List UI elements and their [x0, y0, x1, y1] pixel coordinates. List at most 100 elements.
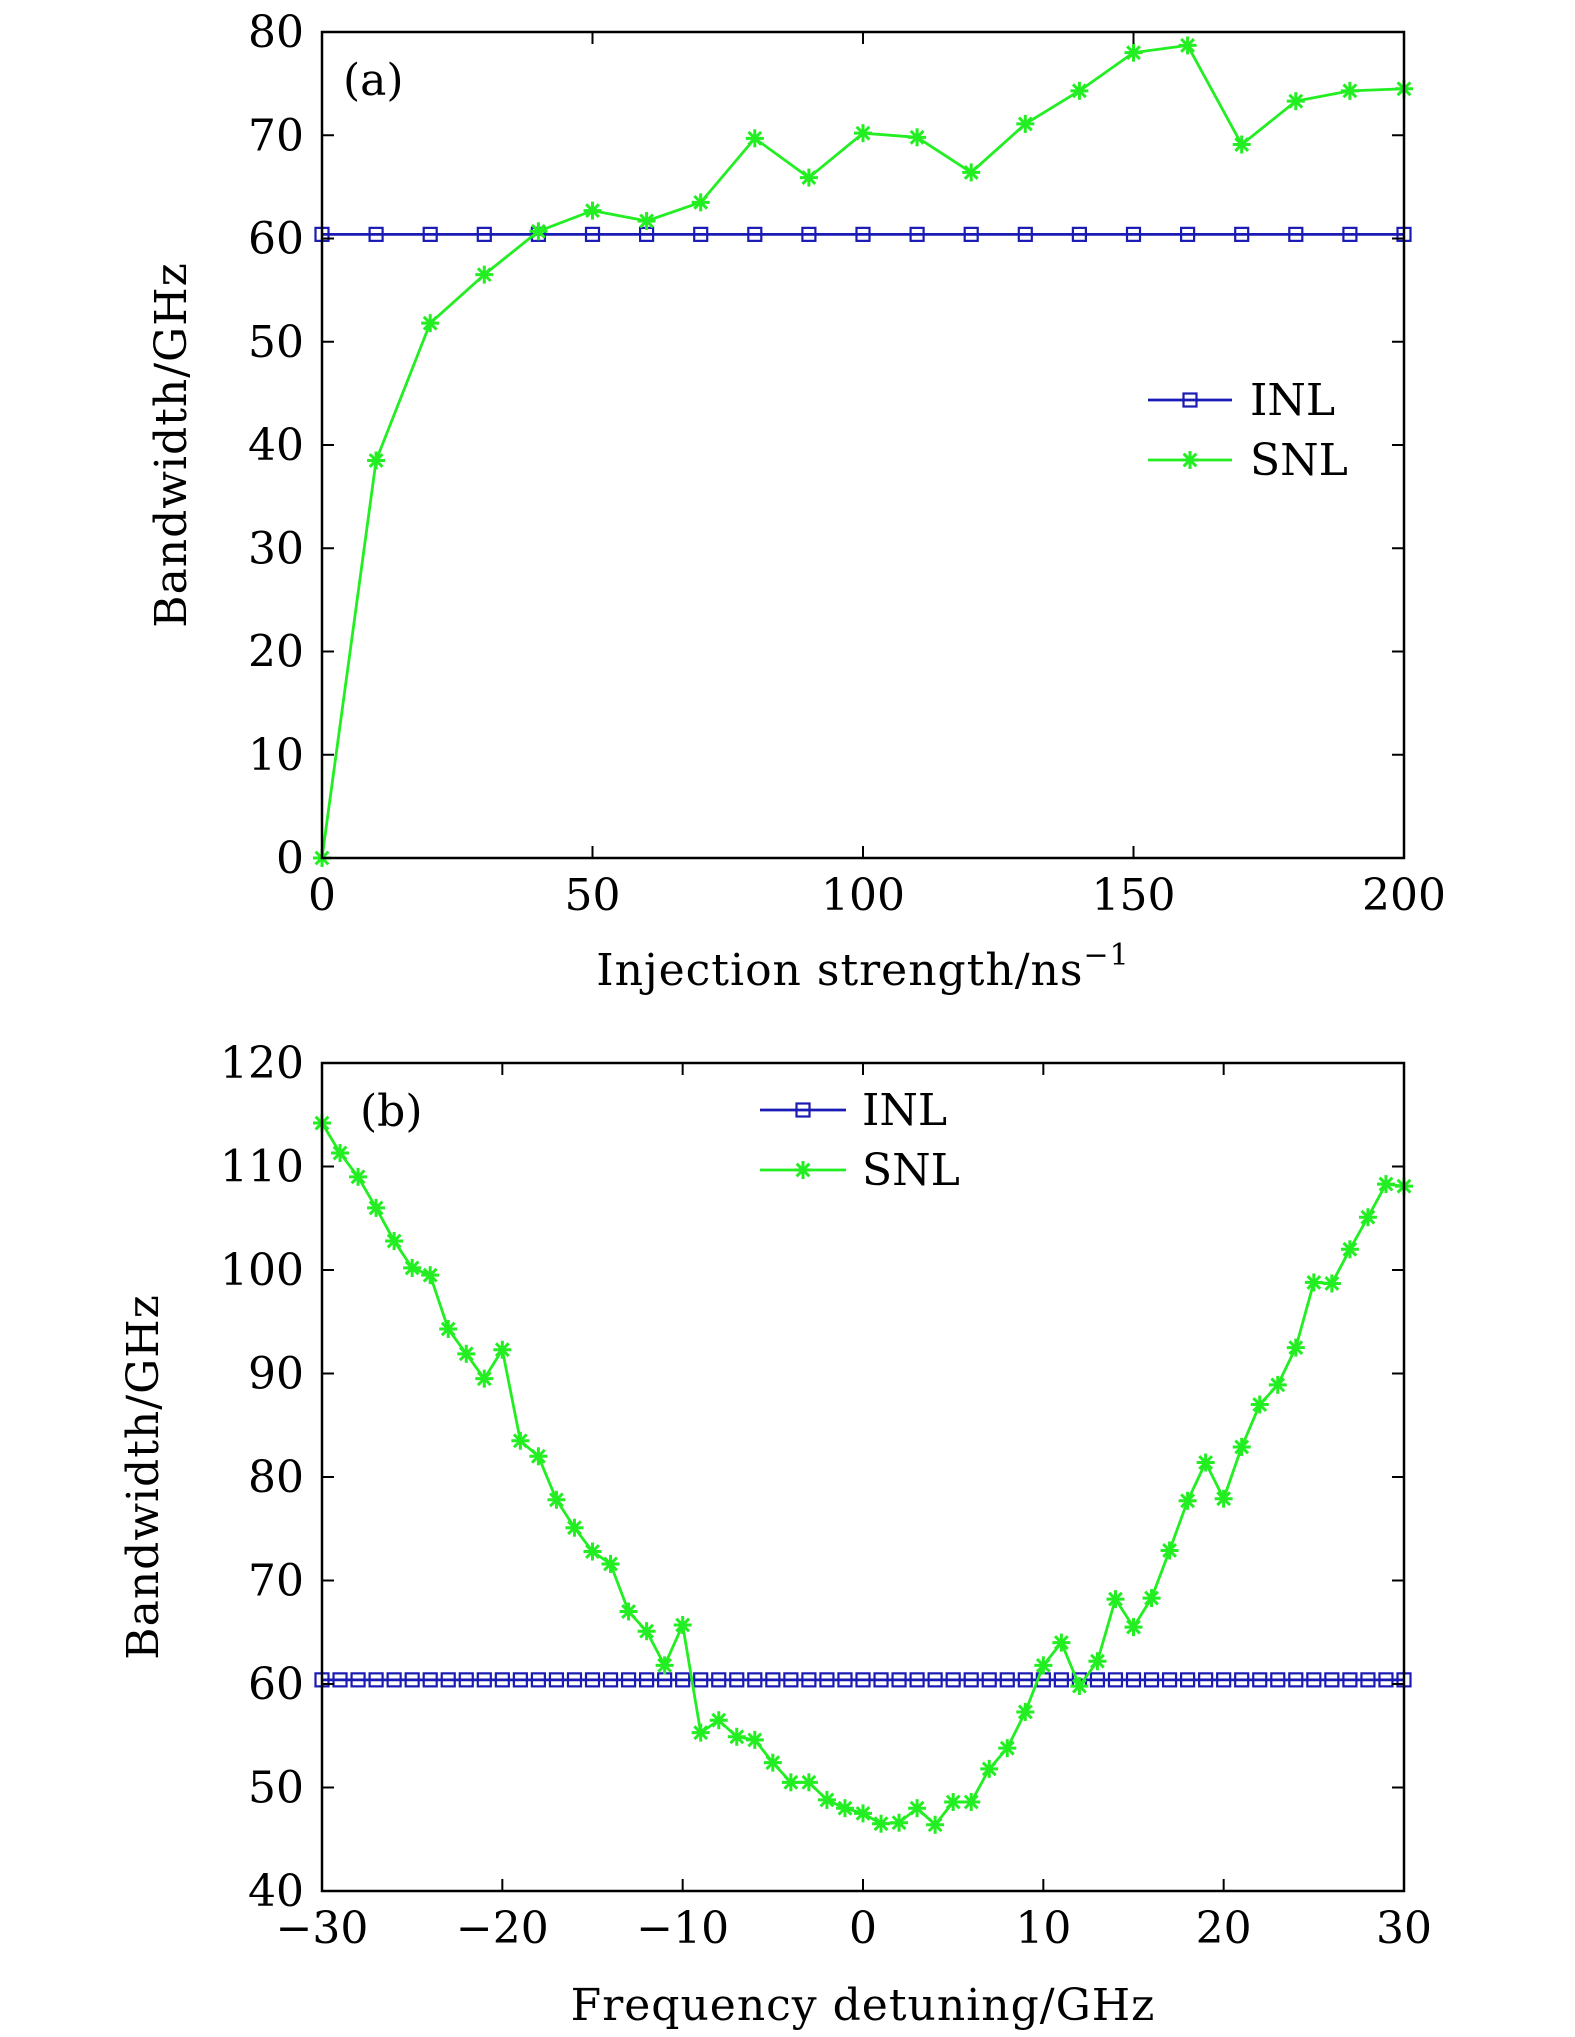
data-point-snl — [529, 1447, 548, 1466]
data-point-snl-stroke — [585, 1544, 600, 1559]
data-point-inl — [765, 1672, 781, 1688]
data-point-snl-stroke — [350, 1169, 366, 1185]
data-point-snl-stroke — [1017, 1704, 1033, 1720]
legend-marker-snl — [1181, 451, 1199, 469]
data-point-snl-stroke — [1126, 1619, 1141, 1635]
data-point-snl-stroke — [909, 129, 925, 145]
data-point-inl — [801, 1672, 817, 1688]
data-point-inl — [1342, 226, 1358, 242]
data-point-snl-stroke — [783, 1774, 799, 1790]
legend-marker-snl-stroke — [1182, 452, 1198, 468]
data-point-snl — [619, 1602, 638, 1621]
data-point-snl — [367, 1198, 386, 1217]
data-point-inl — [530, 1672, 547, 1688]
data-point-snl — [926, 1815, 945, 1834]
data-point-inl — [1125, 1672, 1142, 1688]
series-line-snl — [320, 1122, 1405, 1827]
data-point-inl — [963, 1672, 979, 1688]
data-point-snl — [1016, 114, 1035, 133]
data-point-snl-stroke — [1071, 83, 1087, 99]
data-point-inl — [819, 1672, 835, 1688]
data-point-inl — [747, 1672, 763, 1688]
data-point-snl-stroke — [837, 1800, 853, 1816]
data-point-snl — [1304, 1273, 1323, 1292]
data-point-snl — [403, 1258, 422, 1277]
data-point-snl — [583, 1542, 602, 1561]
x-tick-label: 0 — [849, 1903, 877, 1954]
data-point-inl — [404, 1672, 420, 1688]
panel-b: −30 −20 −10 0 10 20 30 40 50 60 70 80 90 100 110 120 (b… — [118, 1038, 1432, 2031]
data-point-inl — [476, 226, 492, 242]
data-point-snl — [745, 1730, 764, 1749]
data-point-snl-stroke — [1234, 137, 1250, 152]
data-point-snl — [529, 222, 548, 241]
data-point-inl — [909, 226, 925, 242]
data-point-inl — [1125, 226, 1142, 242]
panel-a-plot-frame — [320, 30, 1406, 860]
data-point-snl — [493, 1340, 512, 1359]
panel-a-x-axis-label-main: Injection strength/ns — [596, 945, 1083, 996]
panel-b-label: (b) — [360, 1086, 423, 1137]
data-point-snl — [601, 1554, 620, 1573]
y-tick-label: 90 — [248, 1349, 304, 1400]
data-point-snl-stroke — [891, 1815, 907, 1831]
data-point-inl — [458, 1672, 474, 1688]
data-point-snl — [1358, 1208, 1377, 1227]
data-point-inl — [801, 226, 817, 242]
data-point-snl — [799, 1773, 818, 1792]
data-point-snl-stroke — [999, 1740, 1015, 1756]
data-point-snl-stroke — [368, 1200, 384, 1216]
panel-a-ticks: 0 50 100 150 200 0 10 20 30 40 50 60 70 80 — [248, 7, 1446, 921]
data-point-snl — [1016, 1702, 1035, 1721]
data-point-snl — [854, 124, 872, 143]
y-tick-label: 70 — [248, 1556, 304, 1607]
panel-a-series — [313, 36, 1413, 867]
data-point-inl — [693, 1672, 709, 1688]
x-tick-label: 20 — [1196, 1903, 1252, 1954]
data-point-snl — [331, 1144, 350, 1163]
data-point-snl-stroke — [530, 1448, 546, 1464]
y-tick-label: 120 — [220, 1038, 304, 1089]
data-point-inl — [891, 1672, 907, 1688]
panel-a: 0 50 100 150 200 0 10 20 30 40 50 60 70 80 (a) Inject… — [146, 7, 1446, 996]
data-point-inl — [1017, 1672, 1033, 1688]
data-point-snl-stroke — [530, 223, 546, 239]
legend-marker-snl — [794, 1161, 812, 1179]
panel-b-x-axis-label: Frequency detuning/GHz — [571, 1980, 1156, 2031]
panel-b-y-axis-label: Bandwidth/GHz — [118, 1294, 169, 1660]
data-point-snl — [691, 193, 710, 212]
data-point-inl — [855, 226, 871, 242]
data-point-snl-stroke — [621, 1604, 636, 1619]
data-point-inl — [602, 1672, 619, 1688]
data-point-snl-stroke — [747, 130, 763, 146]
data-point-inl — [1234, 226, 1250, 242]
data-point-inl — [909, 1672, 925, 1688]
data-point-inl — [494, 1672, 510, 1688]
x-tick-label: −30 — [276, 1903, 369, 1954]
y-tick-label: 30 — [248, 523, 304, 574]
data-point-snl-stroke — [458, 1346, 474, 1362]
panel-a-y-axis-label: Bandwidth/GHz — [146, 262, 197, 628]
y-tick-label: 10 — [248, 730, 304, 781]
data-point-inl — [1270, 1672, 1286, 1688]
data-point-inl — [512, 1672, 528, 1688]
data-point-inl — [1288, 226, 1304, 242]
data-point-snl-stroke — [422, 315, 438, 331]
data-point-snl — [1070, 81, 1089, 100]
data-point-inl — [999, 1672, 1015, 1688]
data-point-snl — [962, 163, 981, 182]
data-point-inl — [440, 1672, 456, 1688]
data-point-snl — [565, 1518, 584, 1537]
y-tick-label: 40 — [248, 1866, 304, 1917]
data-point-snl-stroke — [1360, 1209, 1376, 1225]
data-point-snl-stroke — [639, 1623, 655, 1639]
data-point-snl-stroke — [404, 1260, 420, 1276]
legend-marker-snl-stroke — [795, 1162, 811, 1178]
x-tick-label: 50 — [565, 870, 621, 921]
data-point-snl-stroke — [1108, 1591, 1123, 1607]
legend-marker-inl — [795, 1102, 811, 1118]
data-point-inl — [675, 1672, 691, 1688]
data-point-snl-stroke — [1017, 116, 1033, 132]
data-point-snl — [1088, 1652, 1107, 1671]
